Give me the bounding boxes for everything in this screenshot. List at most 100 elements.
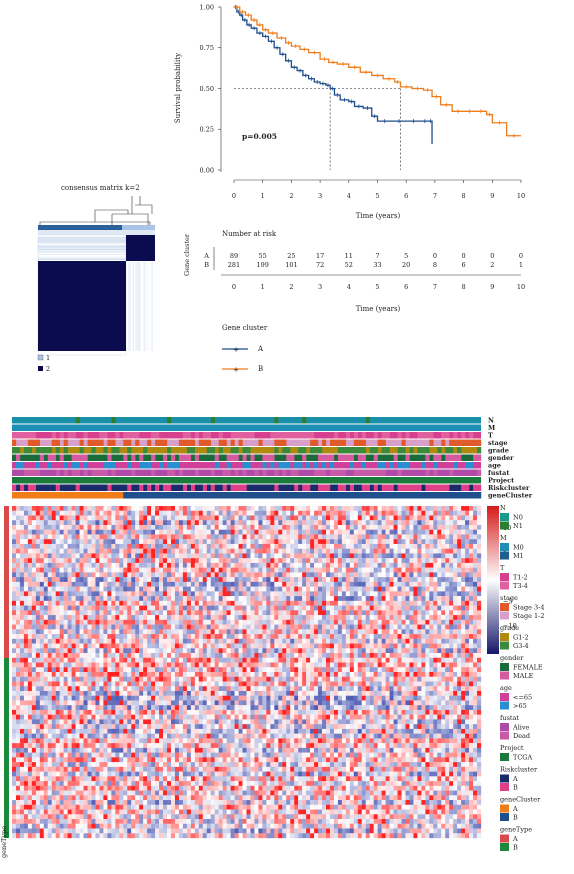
heatmap-cell (381, 591, 386, 597)
heatmap-cell (67, 672, 72, 677)
heatmap-cell (135, 662, 140, 668)
heatmap-cell (361, 638, 366, 644)
heatmap-cell (159, 543, 164, 549)
annotation-cell (35, 469, 41, 476)
heatmap-cell (246, 610, 251, 616)
annotation-cell (246, 432, 251, 439)
heatmap-cell (369, 586, 374, 592)
heatmap-cell (167, 506, 172, 511)
heatmap-cell (250, 596, 255, 602)
heatmap-cell (457, 539, 462, 545)
heatmap-cell (194, 662, 199, 668)
heatmap-cell (230, 653, 235, 658)
heatmap-cell (12, 605, 17, 611)
heatmap-cell (425, 510, 430, 516)
heatmap-cell (405, 624, 410, 630)
heatmap-cell (337, 558, 343, 564)
heatmap-cell (325, 591, 331, 597)
heatmap-cell (119, 600, 124, 606)
heatmap-cell (357, 562, 362, 568)
heatmap-cell (198, 638, 203, 644)
heatmap-cell (449, 619, 454, 625)
heatmap-cell (174, 558, 180, 564)
heatmap-cell (278, 672, 283, 677)
heatmap-cell (39, 548, 44, 554)
heatmap-cell (91, 657, 96, 663)
heatmap-cell (95, 596, 100, 602)
heatmap-cell (441, 619, 446, 625)
heatmap-cell (163, 506, 168, 511)
heatmap-cell (473, 619, 478, 625)
heatmap-cell (155, 510, 160, 516)
heatmap-cell (310, 610, 315, 616)
annotation-cell (302, 454, 307, 461)
heatmap-cell (290, 562, 295, 568)
heatmap-cell (369, 515, 374, 521)
heatmap-cell (131, 672, 136, 677)
heatmap-cell (310, 615, 315, 620)
heatmap-cell (63, 515, 68, 521)
risk-table: Number at risk Gene cluster A 89 55 25 17 11 7… (183, 230, 525, 313)
heatmap-cell (167, 596, 172, 602)
heatmap-cell (473, 524, 478, 530)
heatmap-cell (333, 648, 339, 654)
heatmap-cell (222, 567, 227, 573)
heatmap-cell (79, 572, 84, 578)
heatmap-cell (194, 672, 199, 677)
heatmap-cell (115, 529, 120, 535)
annotation-cell (298, 492, 303, 499)
heatmap-cell (139, 558, 144, 564)
heatmap-cell (87, 515, 92, 521)
heatmap-cell (163, 591, 168, 597)
heatmap-cell (345, 629, 350, 635)
heatmap-cell (55, 548, 60, 554)
heatmap-cell (99, 600, 104, 606)
heatmap-cell (143, 543, 148, 549)
heatmap-cell (405, 672, 410, 677)
heatmap-cell (357, 553, 362, 559)
heatmap-cell (306, 605, 311, 611)
heatmap-cell (294, 543, 299, 549)
heatmap-cell (242, 648, 247, 654)
heatmap-cell (357, 506, 362, 511)
heatmap-cell (75, 524, 80, 530)
heatmap-cell (87, 577, 92, 583)
heatmap-cell (258, 543, 263, 549)
annotation-cell (329, 454, 335, 461)
heatmap-cell (131, 572, 136, 578)
annotation-cell (218, 492, 223, 499)
heatmap-cell (246, 581, 251, 587)
heatmap-cell (425, 534, 430, 540)
heatmap-cell (258, 629, 263, 635)
heatmap-cell (23, 653, 29, 658)
heatmap-cell (254, 515, 259, 521)
heatmap-cell (405, 619, 410, 625)
annotation-label: gender (488, 454, 514, 462)
heatmap-cell (23, 515, 29, 521)
heatmap-cell (437, 506, 442, 511)
heatmap-cell (151, 553, 156, 559)
heatmap-cell (361, 506, 366, 511)
heatmap-cell (170, 610, 176, 616)
heatmap-cell (151, 562, 156, 568)
heatmap-cell (151, 624, 156, 630)
heatmap-cell (27, 572, 33, 578)
heatmap-cell (226, 524, 231, 530)
heatmap-cell (167, 539, 172, 545)
heatmap-cell (99, 506, 104, 511)
heatmap-cell (111, 548, 116, 554)
heatmap-cell (67, 586, 72, 592)
heatmap-cell (254, 553, 259, 559)
heatmap-cell (286, 543, 291, 549)
heatmap-cell (190, 657, 195, 663)
heatmap-cell (222, 662, 227, 668)
heatmap-cell (194, 600, 199, 606)
heatmap-cell (246, 662, 251, 668)
heatmap-cell (67, 510, 72, 516)
heatmap-cell (329, 534, 335, 540)
heatmap-cell (385, 539, 390, 545)
heatmap-cell (123, 548, 128, 554)
heatmap-cell (170, 543, 176, 549)
heatmap-cell (35, 529, 40, 535)
heatmap-cell (421, 648, 426, 654)
